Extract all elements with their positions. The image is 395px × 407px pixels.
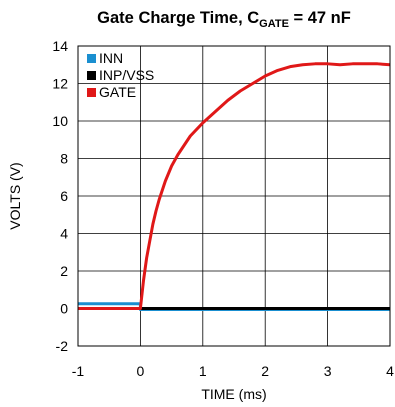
x-axis-label: TIME (ms) — [201, 386, 266, 402]
x-tick-label: 0 — [137, 363, 145, 379]
chart-title-subscript: GATE — [259, 18, 289, 30]
y-axis-label: VOLTS (V) — [7, 162, 23, 229]
series-group — [78, 62, 391, 311]
legend-swatch — [87, 88, 96, 97]
legend-label: GATE — [99, 84, 136, 100]
y-tick-label: 8 — [60, 151, 68, 167]
legend-swatch — [87, 71, 96, 80]
y-tick-label: 14 — [52, 38, 68, 54]
chart-title-suffix: = 47 nF — [289, 9, 351, 27]
plot-frame — [77, 45, 391, 347]
y-tick-label: -2 — [56, 338, 69, 354]
series-line-gate — [78, 62, 391, 310]
legend-swatch — [87, 54, 96, 63]
legend-label: INN — [99, 50, 123, 66]
y-tick-label: 10 — [52, 113, 68, 129]
x-tick-label: -1 — [72, 363, 85, 379]
y-tick-label: 2 — [60, 263, 68, 279]
y-tick-label: 12 — [52, 76, 68, 92]
x-tick-label: 3 — [324, 363, 332, 379]
y-tick-label: 0 — [60, 301, 68, 317]
x-tick-label: 1 — [199, 363, 207, 379]
x-tick-label: 4 — [386, 363, 394, 379]
chart-title-prefix: Gate Charge Time, C — [97, 9, 259, 27]
x-tick-label: 2 — [261, 363, 269, 379]
chart-title: Gate Charge Time, CGATE = 47 nF — [97, 9, 351, 30]
y-tick-label: 4 — [60, 226, 68, 242]
legend-label: INP/VSS — [99, 67, 154, 83]
y-tick-label: 6 — [60, 188, 68, 204]
